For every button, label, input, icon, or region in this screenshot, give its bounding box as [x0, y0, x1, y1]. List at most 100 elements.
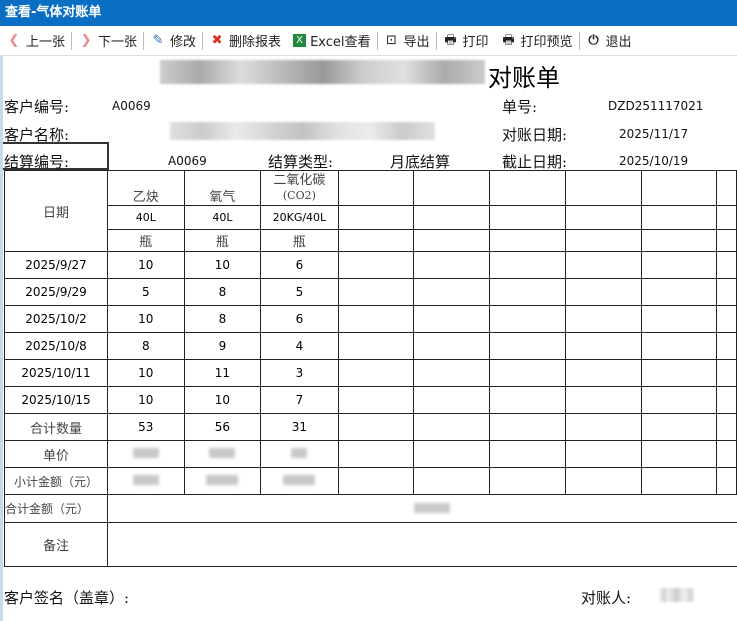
row-qty: 10	[107, 305, 185, 333]
exit-label: 退出	[605, 35, 632, 50]
redacted-value	[209, 448, 236, 458]
redacted-value	[206, 475, 239, 485]
table-row: 2025/10/2 10 8 6	[3, 305, 737, 333]
redacted-reconciler	[660, 588, 694, 602]
divider	[143, 31, 145, 50]
statement-table: 日期 乙炔 氧气 二氧化碳 (CO2) 40L 40L 20KG/40L 瓶 瓶 …	[3, 170, 737, 567]
table-row: 2025/10/8 8 9 4	[3, 332, 737, 360]
empty-cell	[413, 278, 491, 306]
redacted-customer-name	[170, 122, 435, 140]
product-spec: 20KG/40L	[260, 205, 339, 230]
row-date: 2025/9/29	[3, 278, 109, 306]
empty-cell	[716, 332, 737, 360]
total-qty-label: 合计数量	[3, 413, 109, 441]
empty-cell	[337, 278, 415, 306]
divider	[435, 31, 437, 50]
divider	[202, 31, 204, 50]
table-row: 2025/9/29 5 8 5	[3, 278, 737, 306]
empty-cell	[413, 332, 491, 360]
empty-cell	[640, 278, 718, 306]
empty-cell	[413, 359, 491, 387]
row-qty: 4	[260, 332, 339, 360]
row-qty: 11	[183, 359, 262, 387]
remark-row: 备注	[3, 522, 737, 567]
excel-button[interactable]: X Excel查看	[287, 31, 376, 50]
total-qty: 56	[183, 413, 262, 441]
toolbar: ❮ 上一张 ❯ 下一张 ✎ 修改 ✖ 删除报表 X Excel查看 ⊡ 导出 🖶 打印 🖶 打印…	[0, 26, 737, 56]
edit-icon: ✎	[152, 32, 164, 48]
print-preview-button[interactable]: 🖶 打印预览	[495, 31, 579, 51]
export-button[interactable]: ⊡ 导出	[378, 31, 436, 51]
power-icon: ⏻	[588, 32, 599, 48]
subtotal-label: 小计金额（元）	[3, 467, 109, 495]
excel-icon: X	[293, 34, 307, 47]
scroll-edge	[0, 56, 3, 621]
print-preview-icon: 🖶	[502, 32, 515, 48]
divider	[71, 31, 73, 50]
row-qty: 7	[260, 386, 339, 414]
prev-button[interactable]: ❮ 上一张	[0, 31, 71, 51]
row-date: 2025/10/2	[3, 305, 109, 333]
total-qty-row: 合计数量 53 56 31	[3, 413, 737, 441]
print-label: 打印	[462, 35, 489, 50]
window-title: 查看-气体对账单	[0, 0, 737, 26]
settle-type-label: 结算类型:	[268, 153, 334, 171]
product-name: 二氧化碳 (CO2)	[260, 170, 339, 206]
order-no-label: 单号:	[502, 98, 538, 116]
row-qty: 6	[260, 251, 339, 279]
empty-cell	[716, 305, 737, 333]
print-button[interactable]: 🖶 打印	[437, 31, 495, 51]
delete-label: 删除报表	[229, 35, 282, 50]
product-unit: 瓶	[107, 229, 185, 252]
product-spec: 40L	[183, 205, 262, 230]
settle-type: 月底结算	[390, 153, 451, 171]
exit-button[interactable]: ⏻ 退出	[580, 31, 638, 51]
product-name-line1: 二氧化碳	[273, 173, 326, 188]
export-label: 导出	[403, 35, 430, 50]
empty-cell	[489, 386, 566, 414]
row-qty: 8	[183, 305, 262, 333]
selected-cell	[3, 142, 109, 170]
empty-cell	[337, 305, 415, 333]
row-qty: 3	[260, 359, 339, 387]
report-title: 对账单	[488, 64, 560, 92]
chevron-right-icon: ❯	[80, 32, 92, 48]
empty-cell	[337, 359, 415, 387]
empty-cell	[640, 332, 718, 360]
row-date: 2025/10/8	[3, 332, 109, 360]
row-qty: 10	[107, 386, 185, 414]
next-label: 下一张	[98, 35, 138, 50]
row-qty: 6	[260, 305, 339, 333]
redacted-value	[283, 475, 316, 485]
empty-cell	[564, 278, 642, 306]
edit-button[interactable]: ✎ 修改	[144, 31, 202, 51]
redacted-value	[132, 448, 159, 458]
redacted-company	[160, 60, 485, 84]
excel-label: Excel查看	[310, 35, 371, 50]
cutoff-date: 2025/10/19	[619, 154, 689, 168]
empty-cell	[337, 251, 415, 279]
prev-label: 上一张	[26, 35, 66, 50]
empty-cell	[716, 386, 737, 414]
empty-cell	[413, 305, 491, 333]
total-qty: 53	[107, 413, 185, 441]
empty-cell	[337, 386, 415, 414]
customer-sign-label: 客户签名（盖章）:	[4, 589, 130, 607]
divider	[578, 31, 580, 50]
table-row: 2025/9/27 10 10 6	[3, 251, 737, 279]
product-name: 氧气	[183, 170, 262, 206]
customer-no-label: 客户编号:	[4, 98, 70, 116]
row-qty: 10	[183, 251, 262, 279]
empty-cell	[640, 359, 718, 387]
empty-cell	[564, 251, 642, 279]
product-unit: 瓶	[183, 229, 262, 252]
export-icon: ⊡	[386, 32, 397, 48]
product-spec: 40L	[107, 205, 185, 230]
row-qty: 9	[183, 332, 262, 360]
row-date: 2025/10/11	[3, 359, 109, 387]
delete-button[interactable]: ✖ 删除报表	[203, 31, 287, 51]
customer-name-label: 客户名称:	[4, 126, 70, 144]
next-button[interactable]: ❯ 下一张	[72, 31, 143, 51]
empty-cell	[489, 278, 566, 306]
product-unit: 瓶	[260, 229, 339, 252]
